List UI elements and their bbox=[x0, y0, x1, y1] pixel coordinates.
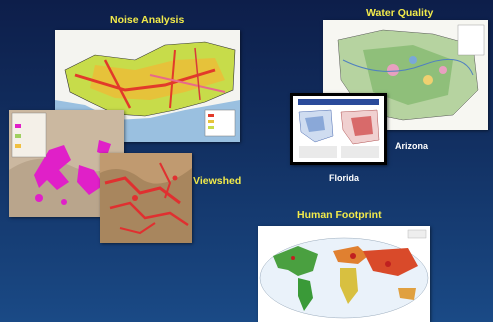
water-quality-title: Water Quality bbox=[366, 7, 434, 19]
human-footprint-map bbox=[258, 226, 430, 322]
noise-analysis-title: Noise Analysis bbox=[110, 14, 185, 26]
viewshed-map-red bbox=[100, 153, 192, 243]
human-footprint-title: Human Footprint bbox=[297, 209, 382, 221]
noise-analysis-map bbox=[55, 30, 240, 142]
viewshed-title: Viewshed bbox=[193, 175, 242, 187]
florida-label: Florida bbox=[329, 173, 360, 183]
florida-map bbox=[290, 93, 387, 165]
arizona-label: Arizona bbox=[395, 141, 429, 151]
